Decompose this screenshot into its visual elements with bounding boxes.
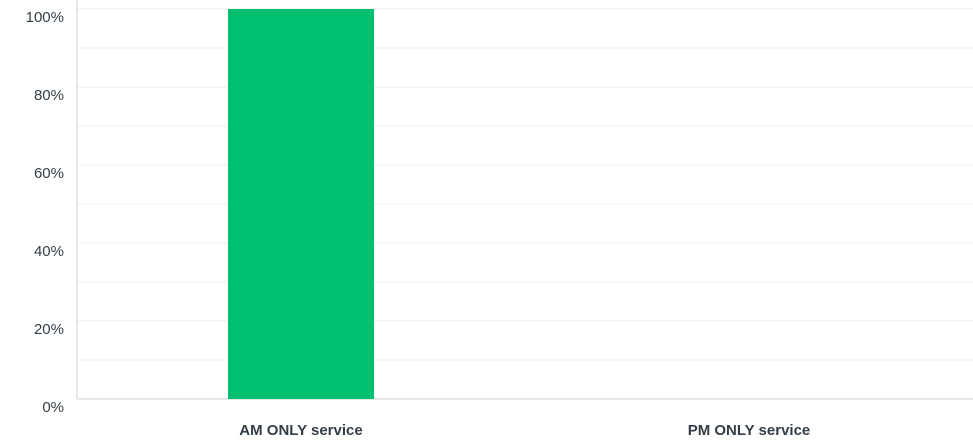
y-tick-label: 0% — [42, 399, 64, 416]
bar — [227, 9, 375, 399]
y-tick-label: 80% — [34, 87, 64, 104]
x-tick-label: AM ONLY service — [239, 422, 362, 439]
y-tick-label: 40% — [34, 243, 64, 260]
y-tick-label: 60% — [34, 165, 64, 182]
y-tick-label: 20% — [34, 321, 64, 338]
x-tick-label: PM ONLY service — [688, 422, 811, 439]
y-tick-label: 100% — [26, 9, 64, 26]
